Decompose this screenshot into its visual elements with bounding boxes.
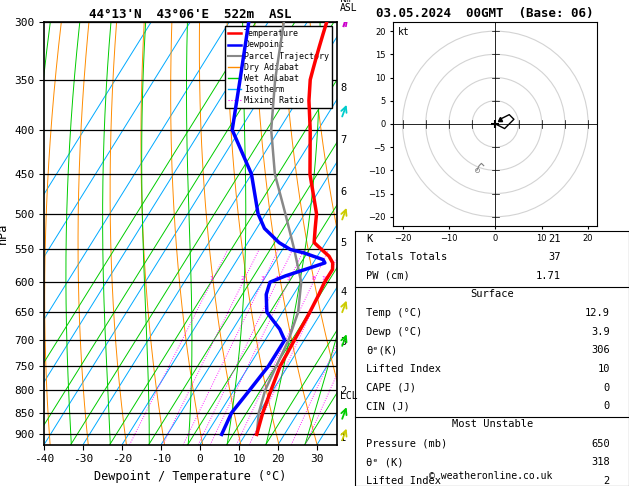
Legend: Temperature, Dewpoint, Parcel Trajectory, Dry Adiabat, Wet Adiabat, Isotherm, Mi: Temperature, Dewpoint, Parcel Trajectory…: [225, 26, 332, 108]
Title: 44°13'N  43°06'E  522m  ASL: 44°13'N 43°06'E 522m ASL: [89, 8, 291, 21]
Text: Dewp (°C): Dewp (°C): [366, 327, 423, 337]
Text: Surface: Surface: [470, 289, 514, 298]
Text: 12.9: 12.9: [585, 308, 610, 318]
Text: 5: 5: [340, 238, 347, 247]
Text: 8: 8: [311, 277, 315, 281]
Text: 37: 37: [548, 252, 560, 262]
Text: 5: 5: [286, 277, 290, 281]
X-axis label: Dewpoint / Temperature (°C): Dewpoint / Temperature (°C): [94, 470, 286, 483]
Text: CIN (J): CIN (J): [366, 401, 410, 411]
Text: 2: 2: [604, 476, 610, 486]
Text: 21: 21: [548, 234, 560, 243]
Text: 306: 306: [591, 346, 610, 355]
Text: 6: 6: [340, 187, 347, 197]
Text: 3.9: 3.9: [591, 327, 610, 337]
Text: 650: 650: [591, 438, 610, 449]
Text: 1: 1: [209, 277, 213, 281]
Text: 03.05.2024  00GMT  (Base: 06): 03.05.2024 00GMT (Base: 06): [376, 7, 593, 20]
Text: Lifted Index: Lifted Index: [366, 476, 442, 486]
Text: Most Unstable: Most Unstable: [452, 419, 533, 429]
Y-axis label: hPa: hPa: [0, 223, 9, 244]
Text: 10: 10: [598, 364, 610, 374]
Text: θᵉ (K): θᵉ (K): [366, 457, 404, 467]
Text: LCL: LCL: [340, 391, 358, 401]
Text: 8: 8: [340, 83, 347, 93]
Text: Lifted Index: Lifted Index: [366, 364, 442, 374]
Text: 3: 3: [340, 337, 347, 347]
Text: 0: 0: [604, 382, 610, 393]
Text: Totals Totals: Totals Totals: [366, 252, 448, 262]
Text: CAPE (J): CAPE (J): [366, 382, 416, 393]
Text: K: K: [366, 234, 372, 243]
Text: km
ASL: km ASL: [340, 0, 358, 14]
Text: 4: 4: [340, 287, 347, 297]
Text: 2: 2: [241, 277, 245, 281]
Text: 2: 2: [340, 386, 347, 396]
Text: kt: kt: [398, 27, 409, 36]
Text: θᵉ(K): θᵉ(K): [366, 346, 398, 355]
Text: 1: 1: [340, 433, 347, 443]
Text: 4: 4: [275, 277, 279, 281]
Text: 1.71: 1.71: [536, 271, 560, 281]
Text: 318: 318: [591, 457, 610, 467]
Text: 7: 7: [340, 135, 347, 145]
Text: PW (cm): PW (cm): [366, 271, 410, 281]
Text: © weatheronline.co.uk: © weatheronline.co.uk: [429, 471, 552, 481]
Text: Pressure (mb): Pressure (mb): [366, 438, 448, 449]
Text: 0: 0: [604, 401, 610, 411]
Text: 10: 10: [321, 277, 330, 281]
Text: Temp (°C): Temp (°C): [366, 308, 423, 318]
Text: 3: 3: [260, 277, 264, 281]
